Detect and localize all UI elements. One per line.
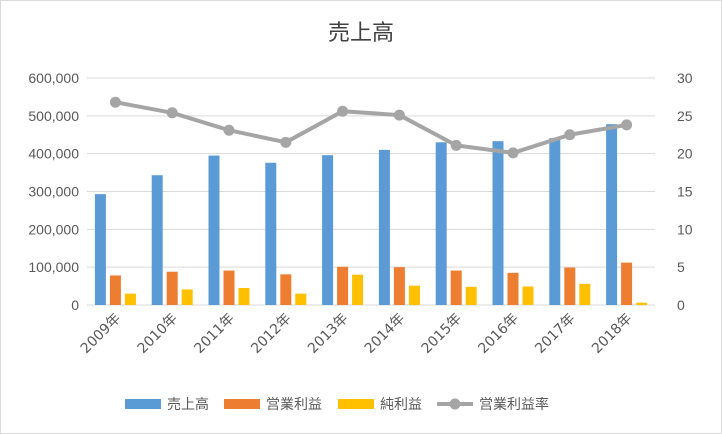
bar-純利益-2009年 xyxy=(124,293,136,305)
bar-営業利益-2016年 xyxy=(507,272,519,305)
x-tick-label: 2016年 xyxy=(475,311,521,357)
y-right-tick-label: 25 xyxy=(677,108,693,124)
bar-営業利益-2018年 xyxy=(621,262,633,305)
bar-売上高-2012年 xyxy=(265,162,277,305)
bar-営業利益-2010年 xyxy=(166,271,178,305)
x-tick-label: 2009年 xyxy=(78,311,124,357)
bar-売上高-2014年 xyxy=(378,149,390,305)
y-left-tick-label: 500,000 xyxy=(28,108,79,124)
point-営業利益率-2012年 xyxy=(280,136,292,148)
legend-swatch-営業利益 xyxy=(224,399,260,409)
x-tick-label: 2017年 xyxy=(532,311,578,357)
legend-label-営業利益率: 営業利益率 xyxy=(479,396,549,413)
point-営業利益率-2018年 xyxy=(621,119,633,131)
bar-純利益-2018年 xyxy=(636,302,648,305)
y-right-tick-label: 5 xyxy=(677,259,685,275)
bar-売上高-2015年 xyxy=(435,142,447,305)
point-営業利益率-2015年 xyxy=(450,139,462,151)
y-left-tick-label: 300,000 xyxy=(28,184,79,200)
bar-純利益-2017年 xyxy=(579,283,591,305)
bar-売上高-2009年 xyxy=(94,194,106,305)
point-営業利益率-2017年 xyxy=(564,129,576,141)
bar-売上高-2016年 xyxy=(492,141,504,305)
bar-純利益-2014年 xyxy=(408,285,420,305)
point-営業利益率-2016年 xyxy=(507,147,519,159)
legend-marker-営業利益率 xyxy=(449,398,461,410)
legend-label-純利益: 純利益 xyxy=(380,397,422,413)
bar-営業利益-2015年 xyxy=(450,270,462,305)
bar-純利益-2012年 xyxy=(295,293,307,305)
x-tick-label: 2014年 xyxy=(362,311,408,357)
y-right-tick-label: 0 xyxy=(677,297,685,313)
x-tick-label: 2012年 xyxy=(248,311,294,357)
legend-label-営業利益: 営業利益 xyxy=(266,397,322,413)
bar-純利益-2010年 xyxy=(181,289,193,305)
legend-swatch-売上高 xyxy=(125,399,161,409)
y-left-tick-label: 200,000 xyxy=(28,221,79,237)
bar-売上高-2011年 xyxy=(208,155,220,305)
bar-売上高-2010年 xyxy=(151,175,163,305)
y-left-tick-label: 400,000 xyxy=(28,146,79,162)
y-right-tick-label: 20 xyxy=(677,146,693,162)
bar-売上高-2018年 xyxy=(606,124,618,305)
y-right-tick-label: 10 xyxy=(677,221,693,237)
bar-営業利益-2012年 xyxy=(280,274,292,305)
point-営業利益率-2009年 xyxy=(109,96,121,108)
y-right-tick-label: 30 xyxy=(677,70,693,86)
x-tick-label: 2011年 xyxy=(191,311,237,357)
chart-title: 売上高 xyxy=(327,21,394,46)
point-営業利益率-2010年 xyxy=(166,107,178,119)
bar-営業利益-2017年 xyxy=(564,267,576,305)
point-営業利益率-2014年 xyxy=(393,109,405,121)
bar-営業利益-2013年 xyxy=(337,266,349,305)
bar-営業利益-2011年 xyxy=(223,270,235,305)
y-right-tick-label: 15 xyxy=(677,184,693,200)
bar-売上高-2013年 xyxy=(322,155,334,305)
legend-swatch-純利益 xyxy=(338,399,374,409)
y-left-tick-label: 0 xyxy=(71,297,79,313)
bar-売上高-2017年 xyxy=(549,138,561,305)
point-営業利益率-2013年 xyxy=(337,105,349,117)
x-tick-label: 2010年 xyxy=(135,311,181,357)
x-tick-label: 2013年 xyxy=(305,311,351,357)
line-営業利益率 xyxy=(115,100,627,155)
y-left-tick-label: 100,000 xyxy=(28,259,79,275)
legend-label-売上高: 売上高 xyxy=(167,396,209,413)
bar-営業利益-2014年 xyxy=(393,267,405,305)
y-left-tick-label: 600,000 xyxy=(28,70,79,86)
bar-純利益-2015年 xyxy=(465,286,477,305)
x-tick-label: 2018年 xyxy=(589,311,635,357)
x-tick-label: 2015年 xyxy=(419,311,465,357)
bar-純利益-2013年 xyxy=(352,274,364,305)
point-営業利益率-2011年 xyxy=(223,124,235,136)
bar-純利益-2016年 xyxy=(522,286,534,305)
bar-純利益-2011年 xyxy=(238,287,250,305)
bar-営業利益-2009年 xyxy=(109,275,121,305)
